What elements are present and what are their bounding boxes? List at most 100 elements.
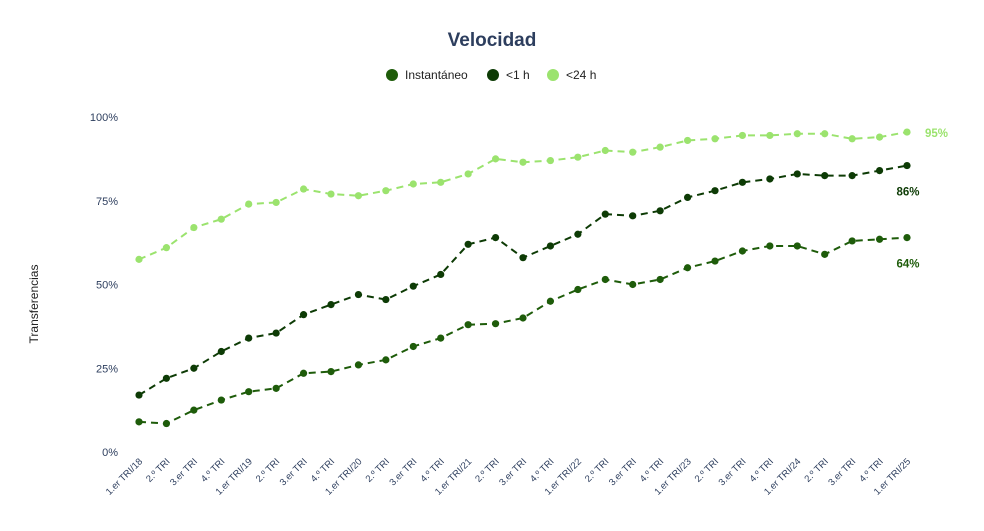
- data-point: [601, 210, 609, 218]
- legend-label: <24 h: [566, 68, 596, 82]
- data-point: [683, 264, 692, 272]
- data-point: [245, 334, 253, 342]
- data-point: [875, 167, 884, 175]
- data-point: [245, 388, 253, 396]
- data-point: [546, 242, 555, 250]
- data-point: [848, 135, 856, 143]
- data-point: [848, 172, 856, 180]
- data-point: [875, 133, 884, 141]
- data-point: [437, 178, 445, 186]
- legend-label: <1 h: [506, 68, 530, 82]
- x-tick-label: 3.er TRI: [497, 456, 529, 488]
- plot-area: 64% 86% 95%: [135, 128, 948, 428]
- y-tick-label: 0%: [102, 447, 118, 459]
- data-point: [299, 369, 308, 377]
- data-point: [711, 257, 719, 265]
- data-point: [217, 347, 225, 356]
- y-tick-label: 25%: [96, 363, 118, 375]
- data-point: [656, 143, 664, 151]
- data-point: [793, 130, 801, 138]
- data-point: [738, 247, 747, 255]
- data-point: [491, 155, 500, 163]
- data-point: [738, 178, 747, 186]
- legend: Instantáneo <1 h <24 h: [386, 68, 596, 82]
- x-tick-label: 3.er TRI: [717, 456, 749, 488]
- data-point: [821, 172, 829, 180]
- data-point: [409, 342, 417, 351]
- data-point: [382, 356, 390, 364]
- data-point: [437, 270, 445, 279]
- data-point: [629, 212, 637, 220]
- data-point: [683, 136, 692, 145]
- data-point: [546, 297, 555, 305]
- data-point: [683, 193, 692, 201]
- data-point: [217, 396, 225, 404]
- data-point: [711, 187, 719, 195]
- data-point: [464, 170, 472, 178]
- data-point: [793, 170, 801, 178]
- legend-marker: [547, 69, 559, 81]
- data-point: [766, 175, 774, 183]
- legend-marker: [487, 69, 499, 81]
- data-point: [327, 301, 335, 309]
- data-point: [382, 187, 390, 195]
- series-line: [138, 164, 908, 396]
- x-tick-label: 3.er TRI: [607, 456, 639, 488]
- end-value-label: 95%: [925, 128, 948, 140]
- data-point: [409, 180, 417, 188]
- data-point: [190, 223, 198, 232]
- data-point: [574, 153, 582, 161]
- data-point: [217, 215, 225, 223]
- data-point: [656, 275, 664, 284]
- data-point: [903, 128, 911, 136]
- end-value-label: 64%: [896, 259, 919, 271]
- data-point: [437, 334, 445, 342]
- data-point: [327, 190, 335, 198]
- data-point: [519, 314, 527, 322]
- data-point: [491, 320, 500, 328]
- end-value-label: 86%: [896, 187, 919, 199]
- y-tick-label: 75%: [96, 196, 118, 208]
- y-axis-label: Transferencias: [27, 265, 41, 344]
- data-point: [629, 148, 637, 156]
- data-point: [766, 131, 774, 140]
- data-point: [190, 406, 198, 414]
- data-point: [245, 200, 253, 208]
- data-point: [327, 368, 335, 376]
- data-point: [821, 130, 829, 138]
- data-point: [354, 290, 363, 299]
- data-point: [848, 237, 856, 245]
- data-point: [656, 207, 664, 215]
- data-point: [409, 282, 417, 290]
- data-point: [162, 374, 171, 382]
- data-point: [272, 384, 280, 392]
- x-tick-label: 3.er TRI: [826, 456, 858, 488]
- chart-title: Velocidad: [448, 30, 537, 51]
- data-point: [190, 364, 198, 372]
- data-point: [875, 235, 884, 243]
- y-axis: 0% 25% 50% 75% 100%: [90, 112, 118, 459]
- data-point: [272, 198, 280, 207]
- data-point: [903, 161, 911, 170]
- data-point: [821, 250, 829, 258]
- data-point: [574, 285, 582, 294]
- data-point: [162, 419, 171, 428]
- data-point: [903, 234, 911, 242]
- data-point: [464, 240, 472, 248]
- data-point: [711, 135, 719, 143]
- data-point: [272, 329, 280, 337]
- data-point: [135, 418, 143, 426]
- data-point: [354, 192, 363, 200]
- y-tick-label: 100%: [90, 112, 118, 124]
- series-line: [138, 236, 908, 425]
- data-point: [519, 254, 527, 262]
- data-point: [135, 255, 143, 263]
- legend-label: Instantáneo: [405, 68, 468, 82]
- data-point: [574, 230, 582, 238]
- x-tick-label: 3.er TRI: [168, 456, 200, 488]
- data-point: [601, 146, 609, 155]
- x-tick-label: 3.er TRI: [278, 456, 310, 488]
- legend-marker: [386, 69, 398, 81]
